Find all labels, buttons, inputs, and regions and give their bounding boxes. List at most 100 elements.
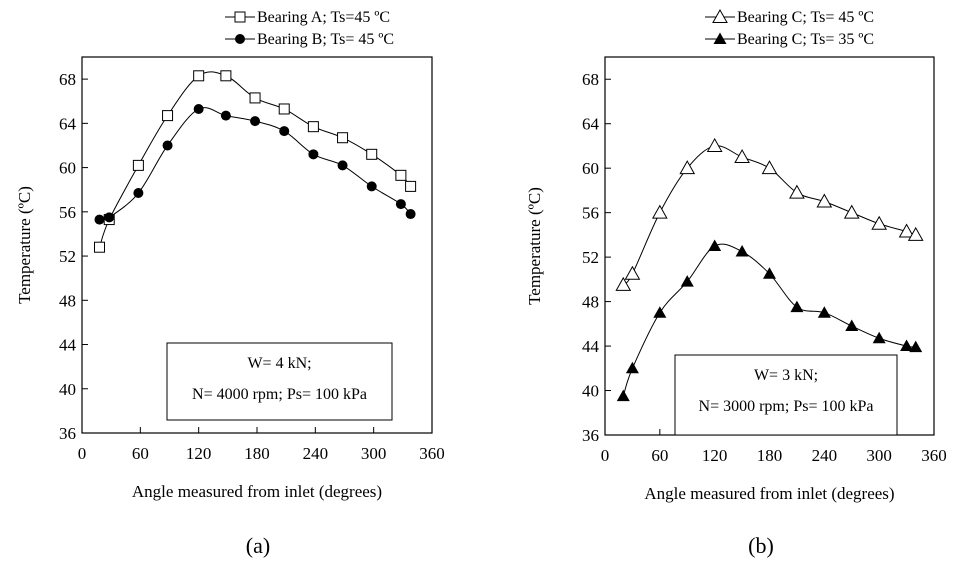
data-point: [909, 340, 923, 353]
data-point: [220, 70, 232, 82]
data-point: [220, 110, 231, 121]
data-point: [308, 149, 319, 160]
legend-marker: [713, 32, 727, 44]
data-point: [871, 215, 888, 230]
y-tick-label: 48: [59, 291, 76, 310]
y-tick-label: 44: [582, 337, 600, 356]
y-axis-label: Temperature (ºC): [525, 187, 544, 305]
y-tick-label: 56: [59, 203, 76, 222]
data-point: [104, 212, 115, 223]
y-tick-label: 56: [582, 204, 599, 223]
panel-label: (a): [246, 533, 270, 558]
y-tick-label: 52: [582, 248, 599, 267]
data-point: [94, 214, 105, 225]
data-point: [337, 132, 349, 144]
y-axis-label: Temperature (ºC): [15, 186, 34, 304]
x-tick-label: 240: [812, 446, 838, 465]
legend-marker: [235, 34, 245, 44]
data-point: [133, 188, 144, 199]
x-tick-label: 360: [921, 446, 947, 465]
data-point: [307, 121, 319, 133]
data-point: [405, 209, 416, 220]
data-point: [625, 361, 639, 374]
annotation-box: [166, 342, 393, 421]
data-point: [734, 149, 750, 164]
data-point: [279, 126, 290, 137]
data-point: [193, 103, 204, 114]
annotation-text: N= 3000 rpm; Ps= 100 kPa: [699, 398, 874, 415]
data-point: [395, 169, 407, 181]
y-tick-label: 44: [59, 336, 77, 355]
data-point: [249, 92, 261, 104]
x-tick-label: 0: [601, 446, 610, 465]
panel-a: 36 40 44 48 52 56 60 64 68 0 60 120 180 240 300 360 Angl…: [15, 9, 445, 558]
data-point: [616, 389, 630, 402]
data-point: [900, 339, 914, 352]
y-tick-label: 60: [59, 159, 76, 178]
legend-marker: [234, 11, 246, 23]
data-point: [907, 226, 924, 241]
annotation-text: W= 3 kN;: [754, 367, 818, 384]
data-point: [817, 306, 831, 318]
y-tick-label: 36: [582, 426, 599, 445]
panel-label: (b): [748, 533, 774, 558]
x-tick-label: 60: [132, 444, 149, 463]
data-point: [708, 239, 722, 251]
y-tick-label: 60: [582, 159, 599, 178]
data-point: [653, 306, 667, 318]
x-axis-label: Angle measured from inlet (degrees): [132, 482, 382, 501]
data-point: [193, 70, 205, 82]
data-point: [162, 110, 174, 122]
data-point: [845, 319, 859, 332]
y-tick-label: 40: [59, 380, 76, 399]
data-point: [679, 160, 696, 175]
data-point: [680, 275, 694, 287]
data-point: [789, 184, 805, 199]
data-point: [763, 267, 776, 279]
data-point: [366, 148, 378, 160]
legend-marker: [712, 8, 728, 23]
data-point: [651, 204, 668, 219]
x-tick-label: 120: [186, 444, 212, 463]
x-tick-label: 240: [303, 444, 329, 463]
data-point: [843, 204, 860, 219]
legend-label: Bearing C; Ts= 45 ºC: [737, 9, 874, 26]
annotation-text: W= 4 kN;: [247, 355, 311, 372]
panel-b: 36 40 44 48 52 56 60 64 68 0 60 120 180 240 300 360 Angl…: [525, 8, 947, 558]
y-tick-label: 68: [582, 70, 599, 89]
x-tick-label: 360: [419, 444, 445, 463]
data-point: [405, 180, 417, 192]
y-tick-label: 68: [59, 70, 76, 89]
annotation-text: N= 4000 rpm; Ps= 100 kPa: [192, 386, 367, 403]
data-point: [132, 159, 144, 171]
x-tick-label: 300: [361, 444, 387, 463]
data-point: [816, 193, 833, 208]
data-point: [162, 140, 173, 151]
x-tick-label: 180: [244, 444, 270, 463]
data-point: [94, 241, 105, 253]
legend-label: Bearing B; Ts= 45 ºC: [257, 31, 394, 48]
data-point: [872, 331, 886, 344]
y-tick-label: 52: [59, 247, 76, 266]
x-tick-label: 120: [702, 446, 728, 465]
data-point: [278, 103, 290, 115]
data-point: [735, 245, 749, 257]
data-point: [615, 276, 632, 291]
legend-label: Bearing C; Ts= 35 ºC: [737, 31, 874, 48]
y-tick-label: 36: [59, 424, 76, 443]
y-tick-label: 48: [582, 293, 599, 312]
data-point: [624, 265, 641, 280]
x-tick-label: 180: [757, 446, 783, 465]
data-point: [761, 160, 778, 175]
y-tick-label: 64: [582, 115, 600, 134]
data-point: [366, 181, 377, 192]
legend-label: Bearing A; Ts=45 ºC: [257, 9, 390, 26]
y-tick-label: 40: [582, 382, 599, 401]
annotation-box: [674, 354, 898, 436]
data-point: [337, 160, 348, 171]
x-tick-label: 0: [78, 444, 87, 463]
x-tick-label: 60: [651, 446, 668, 465]
data-point: [790, 300, 804, 313]
data-point: [395, 199, 406, 210]
